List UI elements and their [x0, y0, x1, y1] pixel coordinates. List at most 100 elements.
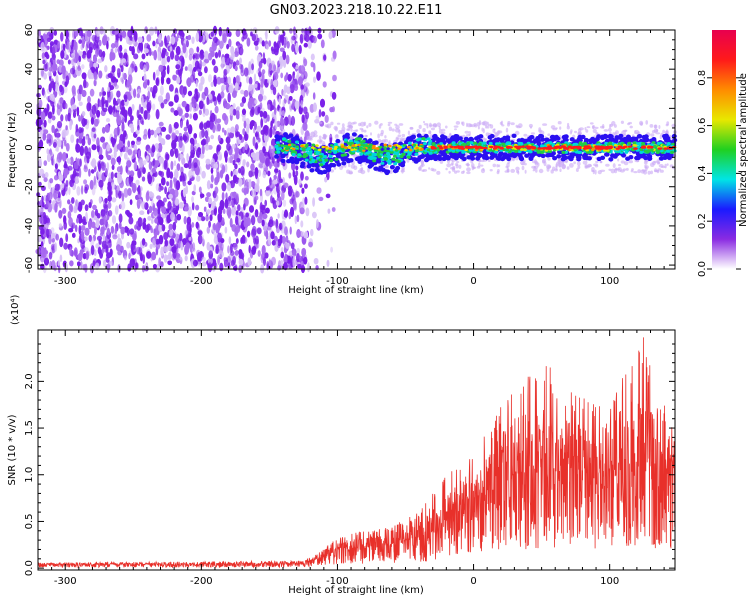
spectrogram-noise-point	[56, 59, 60, 64]
spectrogram-noise-point	[103, 259, 106, 267]
spectrogram-noise-point	[287, 74, 292, 82]
spectrogram-noise-point	[94, 208, 99, 217]
spectrogram-noise-point	[57, 259, 61, 267]
spectrogram-noise-point	[189, 137, 195, 145]
spectrogram-noise-point	[119, 134, 124, 142]
spectrogram-noise-point	[231, 144, 236, 149]
spectrogram-noise-point	[273, 79, 278, 87]
spectrogram-noise-point	[329, 107, 334, 113]
spectrogram-noise-point	[101, 240, 107, 250]
spectrogram-noise-point	[271, 240, 276, 246]
spectrogram-noise-point	[143, 64, 147, 73]
spectrogram-noise-point	[211, 200, 217, 209]
spectrogram-halo-point	[485, 132, 490, 137]
spectrogram-halo-point	[445, 167, 448, 171]
spectrogram-noise-point	[170, 160, 174, 171]
spectrogram-noise-point	[236, 59, 239, 66]
spectrogram-noise-point	[233, 169, 239, 176]
spectrogram-noise-point	[182, 43, 187, 54]
spectrogram-noise-point	[68, 228, 74, 233]
spectrogram-halo-point	[665, 123, 669, 127]
spectrogram-halo-point	[397, 134, 402, 138]
spectrogram-noise-point	[193, 66, 197, 72]
spectrogram-noise-point	[299, 33, 304, 44]
spectrogram-noise-point	[221, 56, 226, 65]
spectrogram-noise-point	[216, 76, 222, 85]
spectrogram-noise-point	[331, 207, 336, 212]
spectrogram-noise-point	[46, 138, 49, 144]
spectrogram-halo-point	[387, 123, 391, 127]
spectrogram-noise-point	[221, 84, 227, 91]
spectrogram-noise-point	[96, 235, 103, 241]
spectrogram-noise-point	[120, 226, 125, 235]
spectrogram-halo-point	[494, 132, 499, 137]
spectrogram-noise-point	[111, 197, 117, 203]
spectrogram-noise-point	[147, 128, 151, 139]
spectrogram-noise-point	[97, 58, 103, 64]
spectrogram-noise-point	[161, 206, 167, 214]
spectrogram-halo-point	[577, 165, 581, 169]
spectrogram-noise-point	[130, 125, 135, 133]
spectrogram-halo-point	[467, 123, 472, 128]
spectrogram-halo-point	[524, 169, 527, 174]
spectrogram-noise-point	[305, 82, 310, 87]
spectrogram-noise-point	[290, 242, 295, 250]
spectrogram-noise-point	[210, 31, 214, 37]
spectrogram-noise-point	[71, 52, 76, 58]
spectrogram-noise-point	[78, 168, 82, 178]
spectrogram-noise-point	[219, 77, 225, 84]
spectrogram-noise-point	[63, 242, 68, 250]
spectrogram-noise-point	[304, 183, 308, 189]
spectrogram-noise-point	[201, 170, 206, 179]
spectrogram-halo-point	[514, 130, 520, 136]
spectrogram-noise-point	[147, 148, 153, 154]
spectrogram-noise-point	[296, 247, 301, 255]
spectrogram-noise-point	[268, 235, 271, 245]
spectrogram-noise-point	[242, 177, 245, 185]
spectrogram-noise-point	[101, 165, 106, 171]
spectrogram-noise-point	[60, 114, 64, 122]
spectrogram-noise-point	[324, 114, 329, 123]
spectrogram-noise-point	[105, 117, 111, 123]
spectrogram-noise-point	[107, 201, 112, 209]
spectrogram-noise-point	[106, 227, 110, 236]
spectrogram-noise-point	[72, 30, 76, 40]
spectrogram-noise-point	[52, 53, 56, 60]
spectrogram-halo-point	[584, 164, 588, 169]
spectrogram-noise-point	[295, 165, 299, 171]
spectrogram-halo-point	[374, 120, 379, 125]
spectrogram-halo-point	[603, 129, 609, 132]
spectrogram-noise-point	[78, 84, 83, 95]
spectrogram-noise-point	[186, 234, 189, 240]
spectrogram-noise-point	[83, 79, 87, 89]
spectrogram-halo-point	[529, 126, 533, 129]
spectrogram-noise-point	[95, 262, 100, 270]
spectrogram-noise-point	[142, 134, 148, 140]
spectrogram-halo-point	[618, 163, 621, 167]
spectrogram-halo-point	[653, 128, 659, 133]
spectrogram-noise-point	[69, 156, 74, 166]
spectrogram-noise-point	[169, 229, 173, 237]
spectrogram-noise-point	[146, 34, 152, 42]
spectrogram-noise-point	[153, 49, 157, 61]
spectrogram-noise-point	[247, 257, 252, 266]
spectrogram-noise-point	[267, 170, 271, 177]
spectrogram-noise-point	[225, 192, 228, 200]
spectrogram-halo-point	[659, 134, 662, 140]
spectrogram-noise-point	[238, 249, 243, 256]
spectrogram-noise-point	[107, 86, 110, 92]
spectrogram-halo-point	[499, 121, 503, 125]
spectrogram-noise-point	[224, 260, 228, 267]
spectrogram-noise-point	[131, 181, 134, 188]
spectrogram-noise-point	[164, 239, 169, 247]
spectrogram-noise-point	[173, 110, 179, 116]
spectrogram-noise-point	[147, 86, 152, 92]
spectrogram-noise-point	[221, 191, 225, 201]
spectrogram-noise-point	[150, 227, 154, 234]
spectrogram-noise-point	[113, 81, 117, 87]
spectrogram-noise-point	[248, 170, 253, 178]
spectrogram-noise-point	[206, 226, 210, 234]
spectrogram-noise-point	[293, 84, 299, 91]
spectrogram-noise-point	[254, 99, 258, 105]
spectrogram-halo-point	[470, 160, 474, 164]
